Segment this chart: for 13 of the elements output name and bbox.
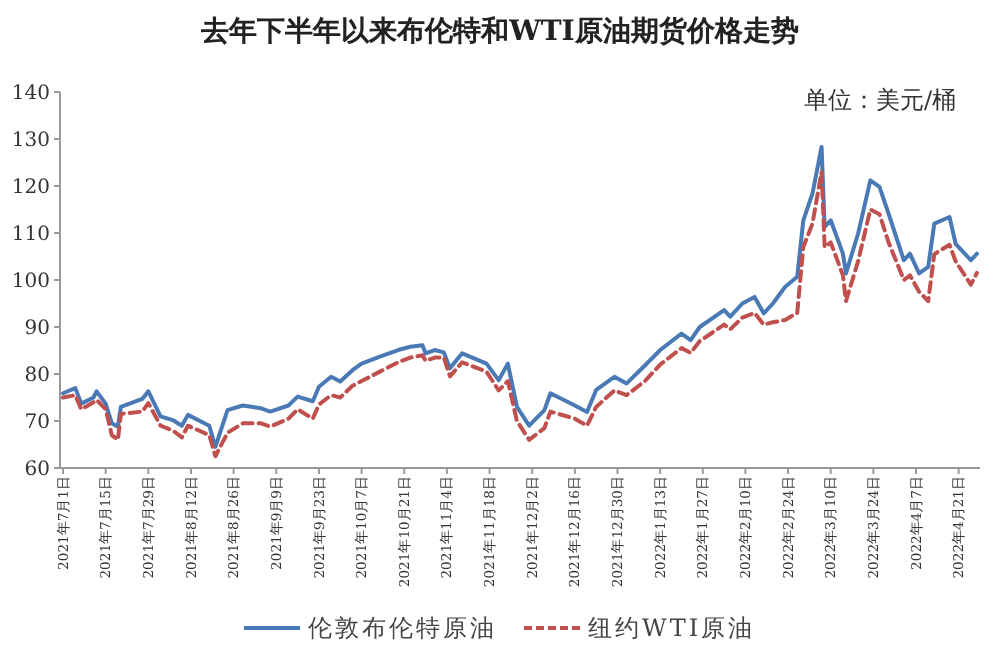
y-tick-label: 70 (24, 412, 50, 434)
y-tick-label: 120 (11, 177, 50, 199)
legend-label: 伦敦布伦特原油 (308, 614, 497, 642)
legend-label: 纽约WTI原油 (588, 614, 756, 642)
y-tick-label: 110 (11, 224, 50, 246)
y-tick-label: 90 (24, 318, 50, 340)
y-tick-label: 80 (24, 365, 50, 387)
y-tick-label: 140 (11, 83, 50, 105)
chart-title: 去年下半年以来布伦特和WTI原油期货价格走势 (199, 16, 799, 48)
y-tick-label: 60 (24, 459, 50, 481)
y-tick-label: 130 (11, 130, 50, 152)
y-tick-label: 100 (11, 271, 50, 293)
annotation: 单位：美元/桶 (803, 86, 956, 114)
